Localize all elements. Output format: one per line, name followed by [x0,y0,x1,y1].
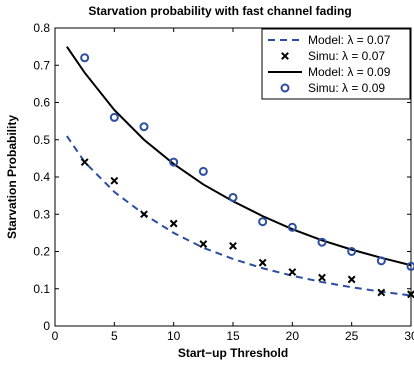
data-point [110,176,119,185]
axis-ticks: 0 5 10 15 20 25 30 0 0.1 0.2 0.3 0.4 0.5 0.6 0.7 0.8 [33,21,414,343]
legend-swatch [281,52,289,60]
marker-stroke [110,176,119,185]
x-tick-label: 25 [345,329,359,343]
data-point [80,53,90,63]
y-tick-label: 0.6 [33,96,50,110]
data-point [169,157,179,167]
data-point [287,222,297,232]
data-point [317,237,327,247]
data-point [109,112,119,122]
y-tick-label: 0.8 [33,21,50,35]
x-tick-label: 20 [286,329,300,343]
y-tick-label: 0.5 [33,133,50,147]
y-tick-label: 0.1 [33,282,50,296]
legend-entry: Simu: λ = 0.09 [280,81,385,95]
data-point [228,192,238,202]
chart-title: Starvation probability with fast channel… [88,4,351,18]
data-point [140,210,148,219]
data-point [229,242,237,250]
marker-stroke [199,240,208,248]
series-2 [80,158,414,299]
x-tick-label: 10 [167,329,181,343]
marker-stroke [80,158,89,167]
x-axis-label: Start−up Threshold [178,346,288,360]
y-tick-label: 0.7 [33,58,50,72]
data-point [139,122,149,132]
legend-label: Model: λ = 0.07 [308,33,391,47]
data-point [406,261,414,271]
legend-swatch [280,83,290,93]
marker-stroke [407,290,414,299]
series-line [66,135,412,297]
data-point [199,240,208,248]
x-tick-label: 0 [52,329,59,343]
marker-stroke [318,273,326,282]
y-tick-label: 0.2 [33,245,50,259]
legend-label: Simu: λ = 0.09 [308,81,385,95]
data-point [288,268,297,276]
marker-stroke [258,258,267,267]
y-tick-label: 0 [43,319,50,333]
y-tick-label: 0.3 [33,207,50,221]
legend-entry: Model: λ = 0.07 [268,33,391,47]
x-tick-label: 30 [404,329,414,343]
y-tick-label: 0.4 [33,170,50,184]
x-tick-label: 15 [226,329,240,343]
y-axis-label: Starvation Probability [5,115,19,239]
data-point [169,219,178,228]
series-layer [66,46,414,299]
marker-stroke [288,268,297,276]
marker-stroke [347,275,356,284]
data-point [80,158,89,167]
marker-stroke [229,242,237,250]
data-point [407,290,414,299]
legend: Model: λ = 0.07 Simu: λ = 0.07 Model: λ = … [261,28,411,100]
legend-entry: Model: λ = 0.09 [268,65,391,79]
legend-entry: Simu: λ = 0.07 [281,49,385,63]
x-tick-label: 5 [111,329,118,343]
legend-label: Model: λ = 0.09 [308,65,391,79]
data-point [347,247,357,256]
data-point [377,288,386,297]
data-point [347,275,356,284]
data-point [258,217,268,227]
series-1 [66,135,412,297]
marker-stroke [377,288,386,297]
marker-stroke [169,219,178,228]
data-point [258,258,267,267]
data-point [318,273,326,282]
data-point [376,256,386,266]
series-4 [80,53,414,271]
marker-stroke [281,52,289,60]
marker-stroke [140,210,148,219]
legend-label: Simu: λ = 0.07 [308,49,385,63]
data-point [198,166,208,176]
